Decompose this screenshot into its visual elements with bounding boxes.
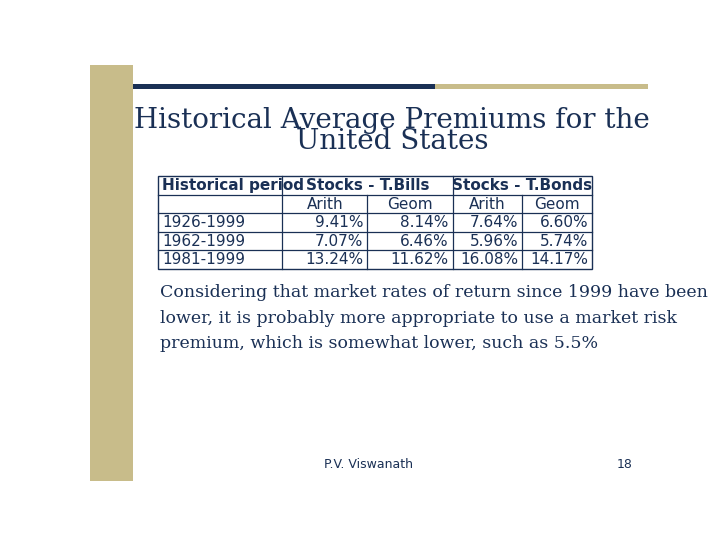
Text: Considering that market rates of return since 1999 have been
lower, it is probab: Considering that market rates of return … bbox=[160, 284, 708, 352]
Bar bbox=[158, 177, 593, 269]
Text: 8.14%: 8.14% bbox=[400, 215, 449, 230]
Text: Stocks - T.Bonds: Stocks - T.Bonds bbox=[452, 178, 593, 193]
Text: 7.07%: 7.07% bbox=[315, 234, 364, 248]
Text: Geom: Geom bbox=[387, 197, 433, 212]
Text: P.V. Viswanath: P.V. Viswanath bbox=[325, 458, 413, 471]
Text: 18: 18 bbox=[616, 458, 632, 471]
Text: 6.46%: 6.46% bbox=[400, 234, 449, 248]
Text: 5.74%: 5.74% bbox=[540, 234, 588, 248]
Text: 9.41%: 9.41% bbox=[315, 215, 364, 230]
Text: 5.96%: 5.96% bbox=[470, 234, 518, 248]
Text: 7.64%: 7.64% bbox=[470, 215, 518, 230]
Text: 13.24%: 13.24% bbox=[305, 252, 364, 267]
Text: Historical period: Historical period bbox=[162, 178, 304, 193]
Text: Geom: Geom bbox=[534, 197, 580, 212]
Text: 11.62%: 11.62% bbox=[391, 252, 449, 267]
Text: 14.17%: 14.17% bbox=[531, 252, 588, 267]
Text: Arith: Arith bbox=[307, 197, 343, 212]
Text: 1962-1999: 1962-1999 bbox=[162, 234, 246, 248]
Bar bbox=[90, 65, 132, 481]
Bar bbox=[435, 84, 648, 90]
Bar bbox=[132, 84, 435, 90]
Text: United States: United States bbox=[296, 129, 488, 156]
Text: 16.08%: 16.08% bbox=[461, 252, 518, 267]
Text: 6.60%: 6.60% bbox=[540, 215, 588, 230]
Text: Arith: Arith bbox=[469, 197, 506, 212]
Text: Stocks - T.Bills: Stocks - T.Bills bbox=[306, 178, 429, 193]
Text: 1926-1999: 1926-1999 bbox=[162, 215, 246, 230]
Text: 1981-1999: 1981-1999 bbox=[162, 252, 245, 267]
Text: Historical Average Premiums for the: Historical Average Premiums for the bbox=[135, 107, 650, 134]
